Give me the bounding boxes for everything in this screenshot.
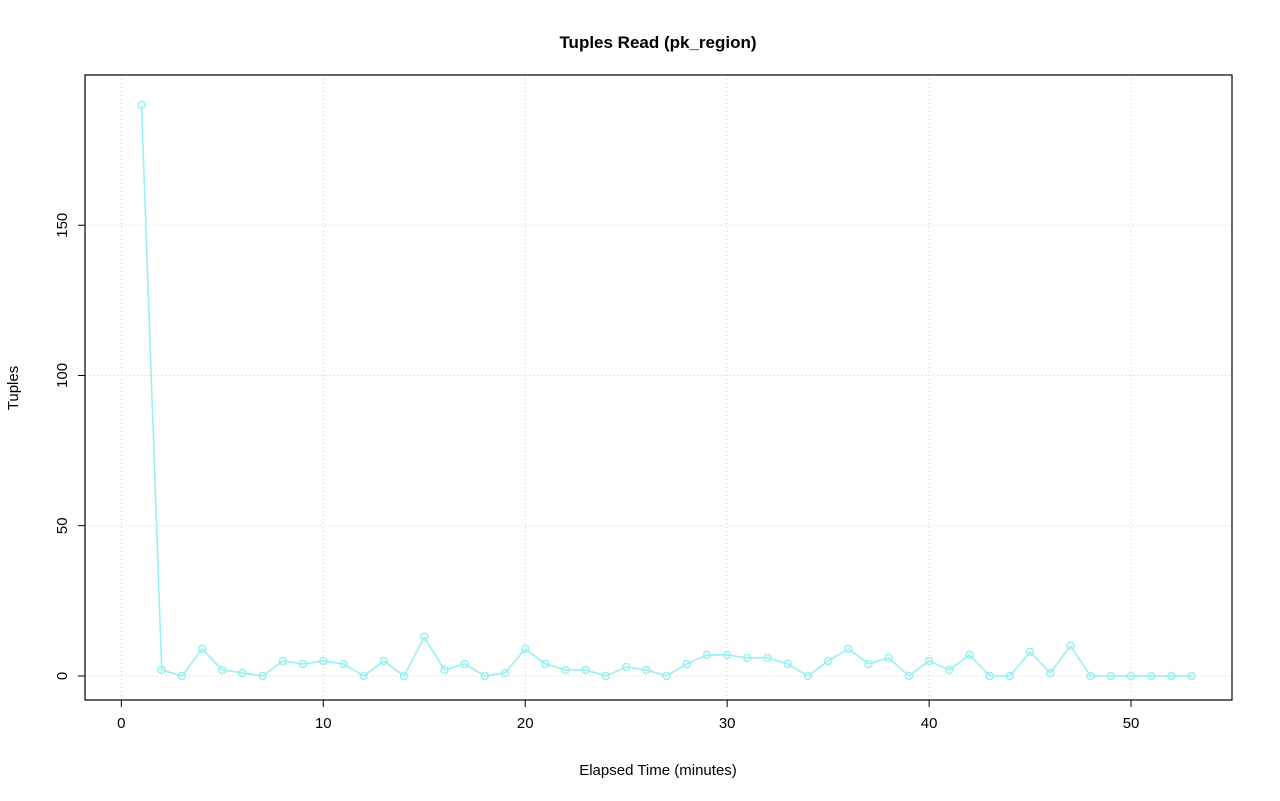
- data-point: [722, 650, 732, 660]
- data-point: [884, 653, 893, 663]
- data-point: [298, 659, 308, 669]
- y-tick-label: 0: [54, 672, 71, 680]
- data-point: [601, 671, 611, 681]
- data-point: [1066, 641, 1075, 651]
- data-point: [319, 656, 328, 666]
- data-point: [500, 668, 510, 678]
- data-point: [420, 632, 429, 642]
- x-tick-label: 0: [117, 715, 125, 732]
- data-point: [803, 671, 813, 681]
- data-point: [985, 671, 994, 681]
- x-axis: 0 10 20 30 40 50: [117, 700, 1139, 732]
- y-tick-label: 50: [54, 517, 71, 534]
- data-point: [520, 644, 530, 654]
- y-axis-label: Tuples: [5, 366, 22, 410]
- data-point: [581, 665, 591, 675]
- data-point: [561, 665, 570, 675]
- x-tick-label: 50: [1123, 715, 1140, 732]
- data-point: [682, 659, 692, 669]
- chart-title: Tuples Read (pk_region): [559, 33, 756, 52]
- data-point: [258, 671, 267, 681]
- data-point: [541, 659, 550, 669]
- series-line: [140, 105, 1192, 677]
- data-point: [177, 671, 187, 681]
- data-point: [702, 650, 712, 660]
- data-point: [1146, 671, 1156, 681]
- x-tick-label: 30: [719, 715, 736, 732]
- data-point: [621, 662, 631, 672]
- data-point: [1167, 671, 1176, 681]
- data-point: [965, 650, 974, 660]
- data-point: [339, 659, 348, 669]
- data-point: [662, 671, 671, 681]
- x-axis-label: Elapsed Time (minutes): [579, 762, 737, 779]
- y-tick-label: 150: [54, 213, 71, 238]
- data-point: [218, 665, 227, 675]
- gridlines: [85, 75, 1232, 700]
- data-point: [844, 644, 853, 654]
- data-point: [1106, 671, 1116, 681]
- data-point: [1086, 671, 1095, 681]
- data-point: [460, 659, 469, 669]
- data-point: [945, 665, 954, 675]
- data-point: [783, 659, 792, 669]
- data-point: [823, 656, 833, 666]
- data-point: [642, 665, 651, 675]
- data-point: [197, 644, 207, 654]
- data-point: [1025, 647, 1035, 657]
- data-point: [480, 671, 490, 681]
- data-point: [864, 659, 873, 669]
- data-point: [440, 665, 449, 675]
- data-point: [379, 656, 389, 666]
- data-point: [399, 671, 409, 681]
- x-tick-label: 10: [315, 715, 332, 732]
- x-tick-label: 40: [921, 715, 938, 732]
- data-point: [1046, 668, 1055, 678]
- y-axis: 0 50 100 150: [54, 213, 85, 680]
- data-series: [137, 100, 1196, 681]
- data-point: [359, 671, 368, 681]
- data-point: [238, 668, 247, 678]
- data-point: [278, 656, 288, 666]
- data-point: [1005, 671, 1015, 681]
- data-point: [904, 671, 914, 681]
- data-point: [157, 665, 166, 675]
- data-point: [137, 100, 146, 110]
- data-point: [1187, 671, 1196, 681]
- data-point: [924, 656, 934, 666]
- y-tick-label: 100: [54, 363, 71, 388]
- data-point: [743, 653, 752, 663]
- data-point: [763, 653, 772, 663]
- x-tick-label: 20: [517, 715, 534, 732]
- plot-frame: [84, 74, 1233, 701]
- data-point: [1126, 671, 1136, 681]
